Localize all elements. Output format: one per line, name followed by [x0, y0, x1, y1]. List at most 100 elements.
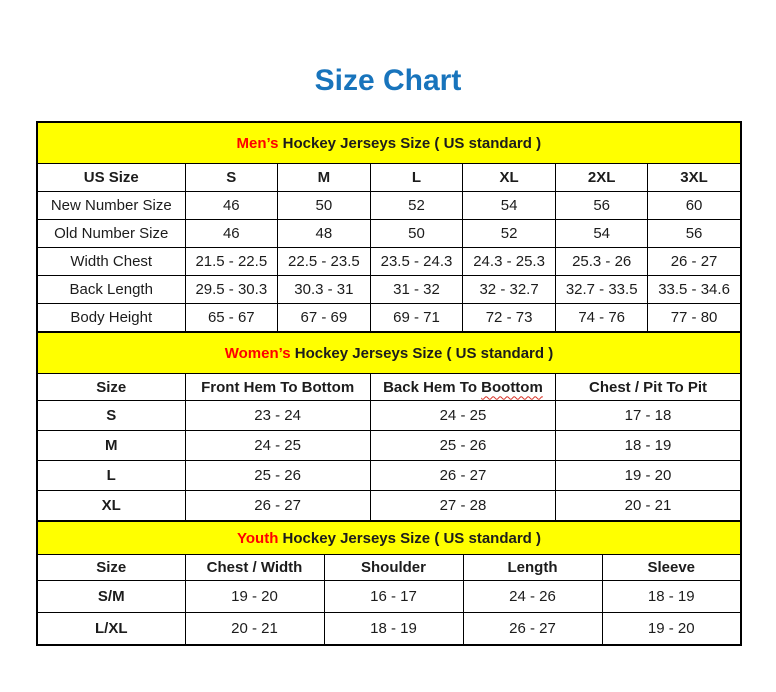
mens-section-caption: Men’s Hockey Jerseys Size ( US standard …: [36, 121, 742, 164]
womens-section-caption-row: Women’s Hockey Jerseys Size ( US standar…: [36, 331, 742, 374]
table-cell: 67 - 69: [277, 303, 371, 333]
youth-size-table: Youth Hockey Jerseys Size ( US standard …: [36, 520, 742, 646]
table-cell: 56: [554, 191, 649, 220]
table-cell: 65 - 67: [184, 303, 279, 333]
table-cell: 77 - 80: [647, 303, 742, 333]
column-header: S: [184, 163, 279, 192]
table-cell: 60: [647, 191, 742, 220]
row-label: New Number Size: [36, 191, 186, 220]
column-header: Back Hem To Boottom: [369, 373, 557, 401]
column-header: L: [369, 163, 464, 192]
misspelled-word: Boottom: [481, 378, 543, 396]
table-cell: 31 - 32: [369, 275, 464, 304]
table-cell: 26 - 27: [184, 490, 371, 522]
table-row: M 24 - 25 25 - 26 18 - 19: [36, 430, 742, 461]
table-cell: 46: [184, 191, 279, 220]
table-cell: 26 - 27: [369, 460, 557, 491]
table-cell: 18 - 19: [601, 580, 742, 613]
column-header-text: Back Hem To: [383, 378, 482, 396]
youth-section-caption-row: Youth Hockey Jerseys Size ( US standard …: [36, 520, 742, 555]
row-label: S: [36, 400, 186, 431]
table-cell: 20 - 21: [555, 490, 742, 522]
row-label: L/XL: [36, 612, 186, 646]
table-cell: 52: [369, 191, 464, 220]
womens-caption-text: Hockey Jerseys Size ( US standard ): [290, 344, 554, 362]
row-label: Body Height: [36, 303, 186, 333]
table-cell: 50: [277, 191, 371, 220]
table-cell: 69 - 71: [369, 303, 464, 333]
column-header: 3XL: [647, 163, 742, 192]
table-row: New Number Size 46 50 52 54 56 60: [36, 191, 742, 220]
table-cell: 25.3 - 26: [554, 247, 649, 276]
table-cell: 72 - 73: [462, 303, 556, 333]
column-header: 2XL: [554, 163, 649, 192]
column-header: Sleeve: [601, 554, 742, 581]
table-cell: 18 - 19: [555, 430, 742, 461]
table-cell: 33.5 - 34.6: [647, 275, 742, 304]
mens-size-table: Men’s Hockey Jerseys Size ( US standard …: [36, 121, 742, 333]
column-header: XL: [462, 163, 556, 192]
youth-caption-accent: Youth: [237, 529, 279, 547]
row-label: Back Length: [36, 275, 186, 304]
table-cell: 23.5 - 24.3: [369, 247, 464, 276]
youth-section-caption: Youth Hockey Jerseys Size ( US standard …: [36, 520, 742, 555]
table-cell: 25 - 26: [369, 430, 557, 461]
table-row: L/XL 20 - 21 18 - 19 26 - 27 19 - 20: [36, 612, 742, 646]
column-header: Chest / Pit To Pit: [555, 373, 742, 401]
womens-section-caption: Women’s Hockey Jerseys Size ( US standar…: [36, 331, 742, 374]
column-header: Length: [462, 554, 603, 581]
row-label: Width Chest: [36, 247, 186, 276]
table-cell: 16 - 17: [323, 580, 464, 613]
table-cell: 19 - 20: [184, 580, 325, 613]
column-header: Chest / Width: [184, 554, 325, 581]
table-cell: 29.5 - 30.3: [184, 275, 279, 304]
table-row: L 25 - 26 26 - 27 19 - 20: [36, 460, 742, 491]
table-cell: 48: [277, 219, 371, 248]
table-cell: 54: [462, 191, 556, 220]
table-row: Width Chest 21.5 - 22.5 22.5 - 23.5 23.5…: [36, 247, 742, 276]
table-cell: 23 - 24: [184, 400, 371, 431]
table-cell: 50: [369, 219, 464, 248]
mens-header-row: US Size S M L XL 2XL 3XL: [36, 163, 742, 192]
column-header: Front Hem To Bottom: [184, 373, 371, 401]
table-cell: 24 - 25: [184, 430, 371, 461]
mens-caption-text: Hockey Jerseys Size ( US standard ): [278, 134, 542, 152]
table-cell: 18 - 19: [323, 612, 464, 646]
table-cell: 24.3 - 25.3: [462, 247, 556, 276]
table-cell: 52: [462, 219, 556, 248]
row-label: L: [36, 460, 186, 491]
mens-caption-accent: Men’s: [236, 134, 279, 152]
youth-header-row: Size Chest / Width Shoulder Length Sleev…: [36, 554, 742, 581]
table-row: Body Height 65 - 67 67 - 69 69 - 71 72 -…: [36, 303, 742, 333]
table-cell: 54: [554, 219, 649, 248]
table-row: Back Length 29.5 - 30.3 30.3 - 31 31 - 3…: [36, 275, 742, 304]
table-cell: 26 - 27: [462, 612, 603, 646]
youth-caption-text: Hockey Jerseys Size ( US standard ): [278, 529, 541, 547]
table-cell: 46: [184, 219, 279, 248]
table-cell: 21.5 - 22.5: [184, 247, 279, 276]
column-header: Size: [36, 554, 186, 581]
table-cell: 32 - 32.7: [462, 275, 556, 304]
table-cell: 22.5 - 23.5: [277, 247, 371, 276]
column-header: M: [277, 163, 371, 192]
table-cell: 27 - 28: [369, 490, 557, 522]
table-row: XL 26 - 27 27 - 28 20 - 21: [36, 490, 742, 522]
table-cell: 24 - 25: [369, 400, 557, 431]
row-label: Old Number Size: [36, 219, 186, 248]
womens-caption-accent: Women’s: [224, 344, 291, 362]
row-label: S/M: [36, 580, 186, 613]
table-row: S 23 - 24 24 - 25 17 - 18: [36, 400, 742, 431]
table-cell: 17 - 18: [555, 400, 742, 431]
column-header: Shoulder: [323, 554, 464, 581]
table-cell: 56: [647, 219, 742, 248]
table-cell: 32.7 - 33.5: [554, 275, 649, 304]
table-cell: 19 - 20: [555, 460, 742, 491]
page-title: Size Chart: [314, 64, 462, 97]
table-cell: 74 - 76: [554, 303, 649, 333]
table-cell: 19 - 20: [601, 612, 742, 646]
size-chart-tables: Men’s Hockey Jerseys Size ( US standard …: [36, 121, 742, 646]
table-cell: 30.3 - 31: [277, 275, 371, 304]
row-label: XL: [36, 490, 186, 522]
table-cell: 25 - 26: [184, 460, 371, 491]
column-header: US Size: [36, 163, 186, 192]
